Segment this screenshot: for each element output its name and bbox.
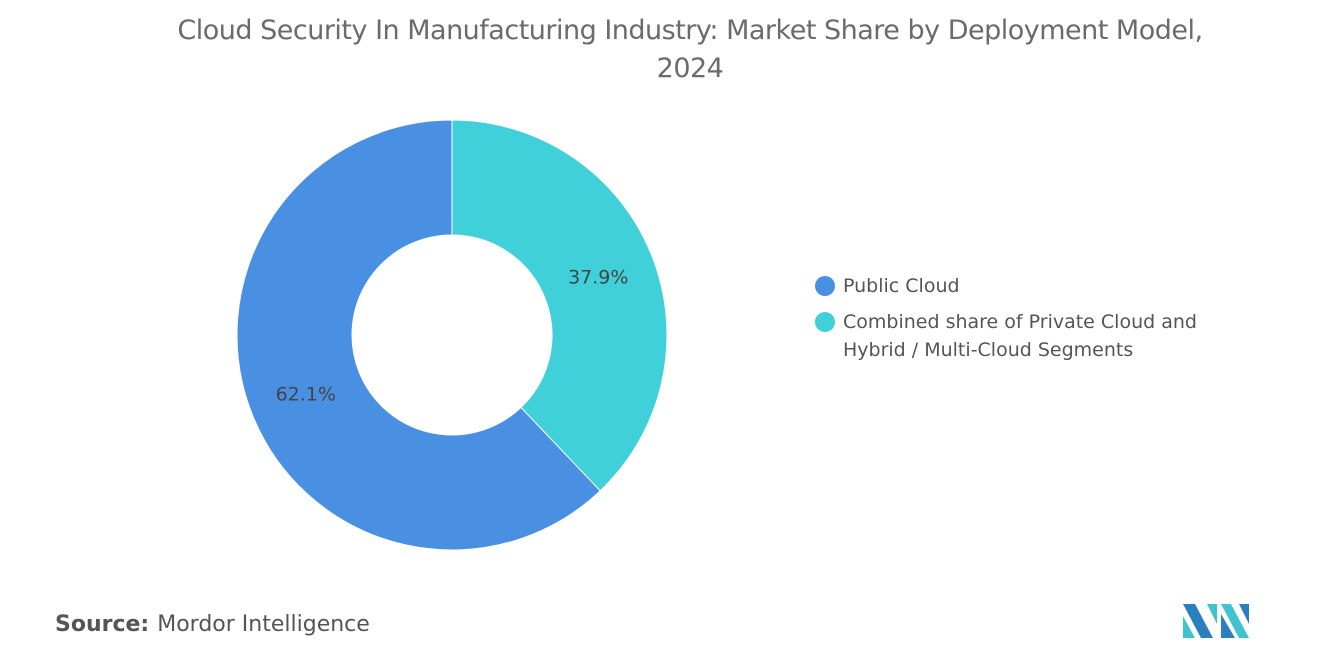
legend-swatch — [815, 312, 835, 332]
legend-label: Combined share of Private Cloud and Hybr… — [843, 311, 1197, 361]
source-label: Source: — [55, 612, 150, 637]
legend-item-public-cloud[interactable]: Public Cloud — [815, 272, 1243, 300]
legend-swatch — [815, 276, 835, 296]
legend-item-private-hybrid[interactable]: Combined share of Private Cloud and Hybr… — [815, 308, 1243, 364]
data-label: 37.9% — [568, 267, 628, 289]
data-label: 62.1% — [276, 383, 336, 405]
donut-slice[interactable] — [451, 119, 668, 492]
source-value: Mordor Intelligence — [157, 612, 370, 637]
legend: Public Cloud Combined share of Private C… — [815, 272, 1243, 372]
legend-label: Public Cloud — [843, 275, 960, 297]
mordor-logo — [1183, 604, 1249, 638]
chart-title: Cloud Security In Manufacturing Industry… — [177, 15, 1203, 84]
source-note: Source: Mordor Intelligence — [55, 612, 370, 637]
donut-slice[interactable] — [236, 119, 601, 551]
